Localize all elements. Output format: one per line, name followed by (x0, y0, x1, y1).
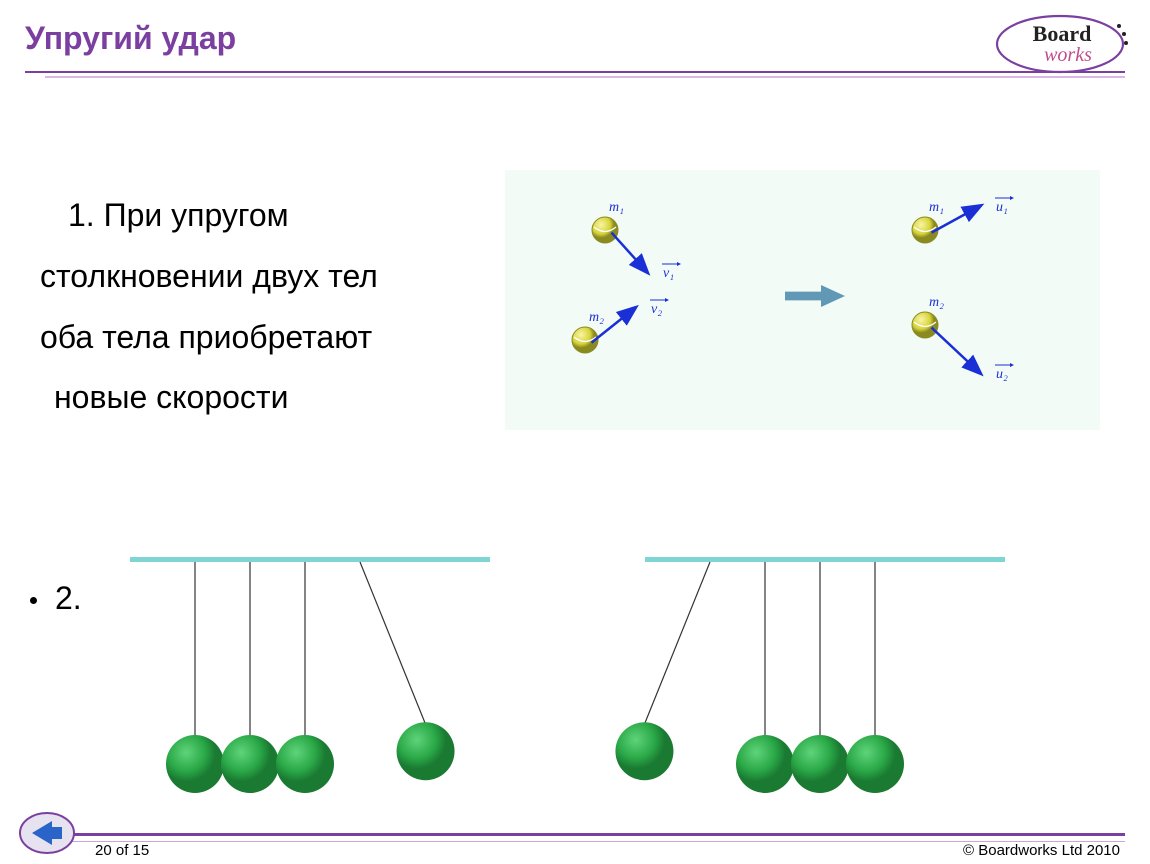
body-line-1: 1. При упругом (68, 185, 470, 246)
header: Упругий удар (25, 20, 1125, 78)
pendulum-diagram (0, 545, 1150, 805)
collision-diagram: m₁ v₁ m₂ v₂ m₁ u₁ m₂ u₂ (505, 170, 1100, 430)
svg-text:m₂: m₂ (929, 295, 944, 310)
body-line-4: новые скорости (54, 367, 470, 428)
copyright: © Boardworks Ltd 2010 (963, 842, 1120, 859)
svg-text:m₁: m₁ (609, 200, 624, 215)
svg-text:v₂: v₂ (651, 302, 662, 317)
svg-text:works: works (1044, 44, 1092, 66)
page-indicator: 20 of 15 (95, 842, 149, 859)
svg-text:u₁: u₁ (996, 200, 1008, 215)
body-line-3: оба тела приобретают (40, 307, 470, 368)
svg-text:u₂: u₂ (996, 367, 1008, 382)
page-title: Упругий удар (25, 20, 1125, 57)
svg-text:v₁: v₁ (663, 266, 674, 281)
header-rule (25, 71, 1125, 73)
body-line-2: столкновении двух тел (40, 246, 470, 307)
svg-text:Board: Board (1033, 21, 1092, 46)
back-button[interactable] (18, 811, 76, 860)
header-rule-inner (45, 76, 1125, 78)
svg-text:m₁: m₁ (929, 200, 944, 215)
body-text: 1. При упругом столкновении двух тел оба… (40, 185, 470, 428)
svg-text:m₂: m₂ (589, 310, 604, 325)
footer-rule (25, 833, 1125, 836)
boardworks-logo: Board works (990, 8, 1130, 78)
